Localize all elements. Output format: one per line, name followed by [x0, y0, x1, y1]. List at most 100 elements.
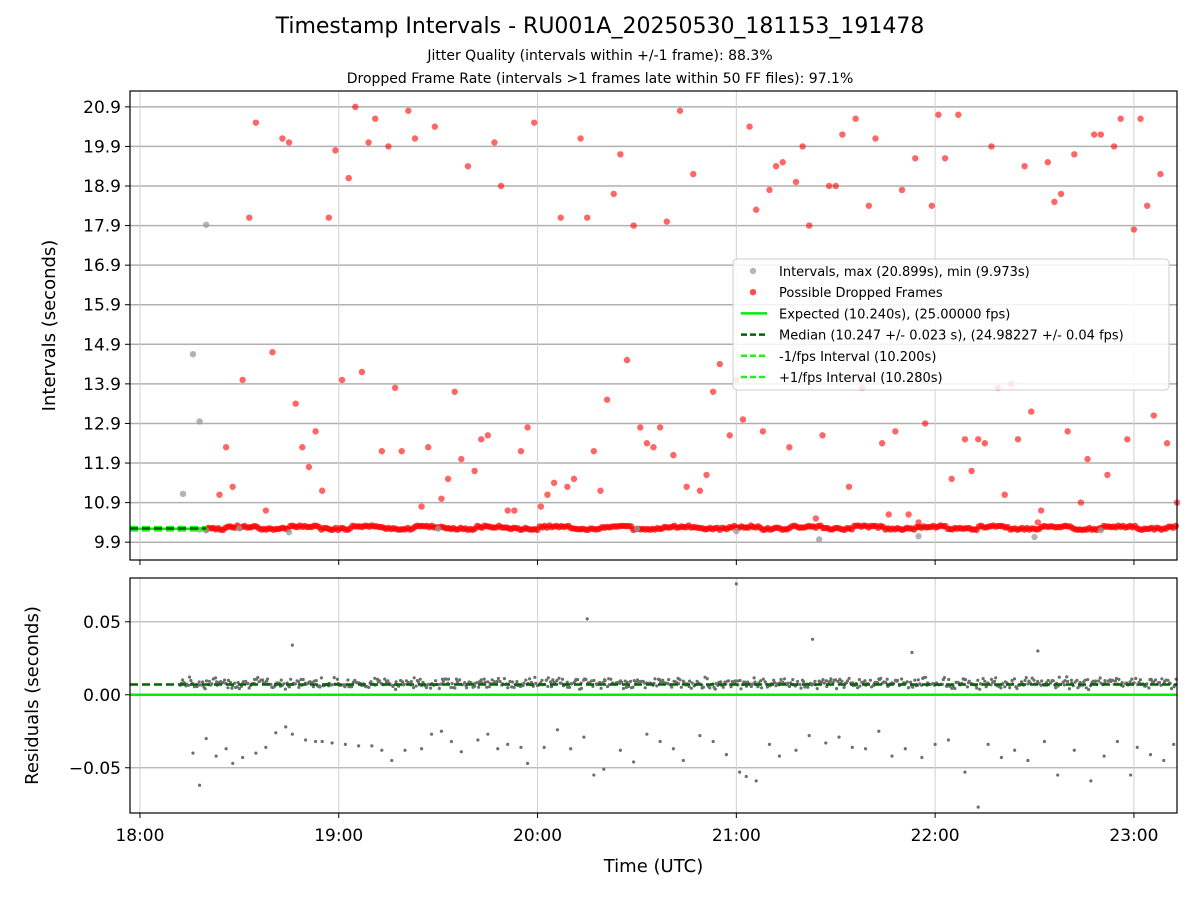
- residual-point: [738, 678, 742, 683]
- residual-point: [560, 677, 565, 681]
- residual-point: [487, 685, 491, 689]
- legend-entry: Median (10.247 +/- 0.023 s), (24.98227 +…: [779, 329, 1124, 344]
- residual-outlier-point: [602, 767, 606, 771]
- residual-point: [386, 679, 390, 683]
- residuals-axes-frame: [129, 577, 1178, 814]
- residual-point: [1097, 679, 1101, 683]
- residual-point: [223, 678, 227, 682]
- residual-point: [557, 676, 561, 680]
- dropped-frame-point: [597, 487, 604, 494]
- residual-point: [533, 675, 537, 680]
- residual-outlier-point: [254, 751, 258, 755]
- dropped-frame-point: [312, 428, 319, 435]
- residual-point: [942, 676, 947, 680]
- residual-point: [705, 677, 709, 681]
- residual-point: [444, 677, 448, 681]
- residual-point: [377, 679, 381, 683]
- dropped-frame-point: [378, 447, 386, 455]
- residual-outlier-point: [671, 747, 675, 751]
- residual-outlier-point: [459, 750, 463, 754]
- residual-point: [453, 686, 457, 690]
- residual-point: [1067, 687, 1071, 691]
- y-tick-label: 13.9: [83, 375, 121, 395]
- dropped-frame-point: [285, 139, 293, 146]
- x-tick-label: 21:00: [712, 826, 761, 846]
- residual-outlier-point: [449, 739, 453, 744]
- residual-outlier-point: [877, 729, 881, 733]
- dropped-frame-point: [531, 119, 538, 126]
- residual-point: [833, 678, 838, 682]
- residual-outlier-point: [320, 739, 324, 744]
- residual-point: [530, 680, 534, 685]
- dropped-frame-point: [358, 368, 366, 376]
- residual-point: [603, 679, 607, 683]
- residual-point: [485, 685, 489, 689]
- residual-point: [761, 677, 765, 681]
- residual-point: [625, 680, 629, 684]
- dropped-frame-point: [630, 222, 637, 229]
- residual-point: [1103, 679, 1107, 683]
- dropped-frame-point: [766, 186, 773, 194]
- residual-outlier-point: [274, 731, 278, 735]
- residual-outlier-point: [1013, 748, 1017, 752]
- dropped-frame-point: [438, 495, 445, 502]
- residual-outlier-point: [946, 738, 950, 742]
- residual-point: [1008, 686, 1012, 690]
- dropped-frame-point: [892, 428, 899, 435]
- residual-point: [592, 678, 596, 683]
- residual-point: [879, 676, 883, 680]
- dropped-frame-point: [471, 467, 478, 475]
- residual-point: [799, 686, 803, 690]
- residual-point: [798, 682, 802, 687]
- dropped-frame-point: [1071, 151, 1078, 158]
- residual-point: [863, 679, 867, 683]
- residual-point: [579, 686, 584, 691]
- residual-point: [508, 679, 512, 684]
- residual-point: [989, 683, 993, 687]
- dropped-frame-point: [968, 467, 975, 475]
- dropped-frame-point: [759, 428, 767, 435]
- residual-point: [658, 680, 663, 684]
- dropped-frame-point: [988, 143, 995, 150]
- residual-outlier-point: [592, 773, 596, 777]
- dropped-frame-point: [511, 507, 518, 514]
- dropped-frame-point: [792, 178, 800, 186]
- residual-point: [782, 677, 787, 681]
- residual-outlier-point: [380, 748, 384, 752]
- y-tick-label: 15.9: [83, 296, 121, 316]
- residual-outlier-point: [582, 735, 586, 739]
- residual-outlier-point: [1072, 748, 1076, 752]
- dropped-frame-point: [458, 455, 465, 463]
- dropped-frame-point: [772, 162, 780, 170]
- residual-point: [1040, 679, 1044, 683]
- residual-point: [1114, 676, 1118, 681]
- residual-point: [475, 681, 479, 685]
- residual-point: [1030, 676, 1034, 680]
- dropped-frame-point: [898, 186, 906, 194]
- residual-point: [730, 680, 735, 684]
- dropped-frame-point: [1110, 143, 1118, 150]
- residual-outlier-point: [850, 745, 854, 749]
- dropped-frame-point: [637, 424, 644, 431]
- residual-point: [628, 679, 633, 684]
- residual-outlier-point: [284, 725, 288, 729]
- dropped-frame-point: [1037, 507, 1045, 514]
- residual-point: [213, 676, 218, 680]
- residual-point: [682, 680, 686, 684]
- residual-outlier-point: [330, 741, 334, 745]
- residual-point: [350, 685, 354, 689]
- dropped-frame-point: [1051, 198, 1058, 206]
- residual-point: [690, 681, 694, 685]
- residual-outlier-point: [241, 755, 245, 760]
- residual-point: [631, 685, 635, 689]
- residual-point: [437, 686, 441, 691]
- residual-outlier-point: [1172, 742, 1176, 746]
- residual-point: [821, 678, 825, 682]
- residual-point: [749, 684, 753, 689]
- residual-point: [1086, 678, 1090, 682]
- residual-point: [1137, 680, 1141, 685]
- residual-point: [822, 681, 827, 685]
- dropped-frame-point: [845, 483, 853, 490]
- residual-point: [237, 687, 241, 691]
- residual-point: [498, 679, 502, 684]
